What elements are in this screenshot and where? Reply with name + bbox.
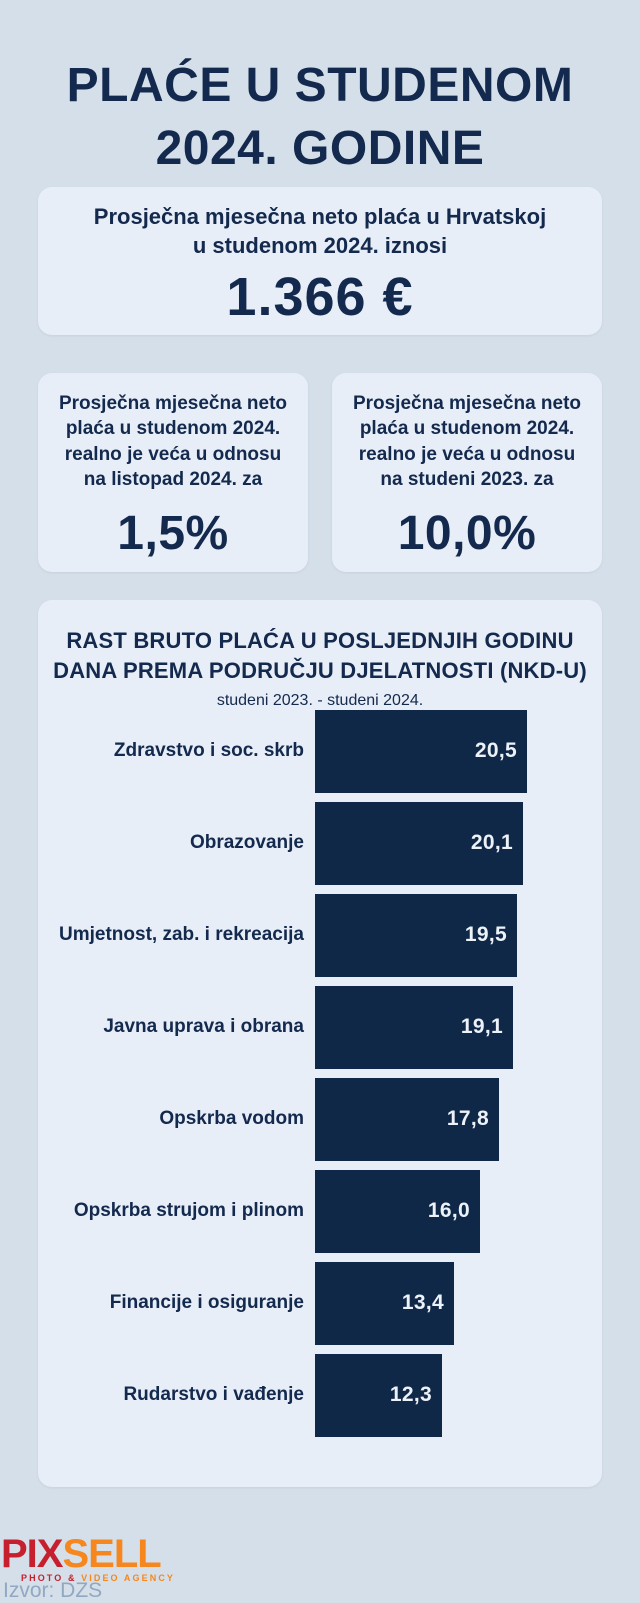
bar-row: Javna uprava i obrana 19,1 — [38, 981, 602, 1073]
pixsell-logo-pix: PIX — [1, 1532, 63, 1576]
stat-card-text-line: na studeni 2023. za — [380, 468, 554, 490]
pixsell-logo-sell: SELL — [62, 1532, 161, 1576]
hero-card-text-line1: Prosječna mjesečna neto plaća u Hrvatsko… — [93, 204, 547, 229]
bar-value-label: 19,5 — [464, 923, 507, 946]
bar-category-label: Financije i osiguranje — [109, 1292, 304, 1313]
stat-card-text-line: Prosječna mjesečna neto — [352, 393, 582, 414]
chart-title-line1: RAST BRUTO PLAĆA U POSLJEDNJIH GODINU — [66, 628, 574, 653]
bar-rect: 16,0 — [315, 1169, 480, 1253]
bar-rect: 19,5 — [315, 893, 517, 977]
chart-subtitle: studeni 2023. - studeni 2024. — [216, 691, 424, 709]
stat-card-text-line: plaća u studenom 2024. — [359, 418, 575, 440]
bar-category-label: Umjetnost, zab. i rekreacija — [59, 924, 304, 945]
stat-card-text: Prosječna mjesečna neto plaća u studenom… — [38, 391, 308, 492]
bar-chart: Zdravstvo i soc. skrb 20,5 Obrazovanje 20,1… — [38, 705, 602, 1441]
bar-value-label: 19,1 — [460, 1015, 503, 1038]
bar-row: Opskrba strujom i plinom 16,0 — [38, 1165, 602, 1257]
hero-card-text: Prosječna mjesečna neto plaća u Hrvatsko… — [38, 202, 602, 260]
bar-value-label: 12,3 — [389, 1383, 432, 1406]
bar-row: Umjetnost, zab. i rekreacija 19,5 — [38, 889, 602, 981]
hero-card: Prosječna mjesečna neto plaća u Hrvatsko… — [38, 187, 602, 335]
bar-category-label: Zdravstvo i soc. skrb — [113, 740, 304, 761]
stat-card-text-line: Prosječna mjesečna neto — [58, 393, 288, 414]
hero-card-value: 1.366 € — [226, 267, 414, 328]
bar-rect: 12,3 — [315, 1353, 442, 1437]
bar-category-label: Rudarstvo i vađenje — [123, 1384, 304, 1405]
stat-card-value: 10,0% — [397, 507, 537, 561]
source-label: Izvor: DZS — [3, 1579, 103, 1602]
bar-row: Zdravstvo i soc. skrb 20,5 — [38, 705, 602, 797]
page-title-line2: 2024. GODINE — [155, 122, 485, 176]
bar-rect: 19,1 — [315, 985, 513, 1069]
bar-value-label: 20,1 — [470, 831, 513, 854]
bar-category-label: Opskrba vodom — [159, 1108, 304, 1129]
chart-card: RAST BRUTO PLAĆA U POSLJEDNJIH GODINU DA… — [38, 600, 602, 1487]
bar-category-label: Obrazovanje — [189, 832, 304, 853]
stat-card-text: Prosječna mjesečna neto plaća u studenom… — [332, 391, 602, 492]
bar-row: Financije i osiguranje 13,4 — [38, 1257, 602, 1349]
chart-title: RAST BRUTO PLAĆA U POSLJEDNJIH GODINU DA… — [38, 626, 602, 687]
bar-rect: 17,8 — [315, 1077, 499, 1161]
stat-card-year-over-year: Prosječna mjesečna neto plaća u studenom… — [332, 373, 602, 572]
bar-rect: 13,4 — [315, 1261, 454, 1345]
page-title-line1: PLAĆE U STUDENOM — [66, 59, 574, 112]
page-title: PLAĆE U STUDENOM 2024. GODINE — [0, 54, 640, 181]
pixsell-tagline-video-agency: VIDEO AGENCY — [76, 1573, 176, 1583]
bar-value-label: 20,5 — [474, 739, 517, 762]
bar-category-label: Javna uprava i obrana — [103, 1016, 304, 1037]
stat-card-text-line: realno je veća u odnosu — [358, 443, 576, 465]
bar-value-label: 13,4 — [401, 1291, 444, 1314]
stat-card-text-line: plaća u studenom 2024. — [65, 418, 281, 440]
bar-row: Obrazovanje 20,1 — [38, 797, 602, 889]
pixsell-tagline-photo: PHOTO & — [21, 1573, 77, 1583]
hero-card-text-line2: u studenom 2024. iznosi — [192, 233, 448, 259]
chart-title-line2: DANA PREMA PODRUČJU DJELATNOSTI (NKD-U) — [53, 658, 587, 684]
stat-card-month-over-month: Prosječna mjesečna neto plaća u studenom… — [38, 373, 308, 572]
bar-rect: 20,5 — [315, 709, 527, 793]
bar-row: Rudarstvo i vađenje 12,3 — [38, 1349, 602, 1441]
pixsell-tagline: PHOTO & VIDEO AGENCY — [21, 1574, 175, 1583]
pixsell-logo: PIXSELL — [1, 1532, 162, 1576]
bar-row: Opskrba vodom 17,8 — [38, 1073, 602, 1165]
bar-rect: 20,1 — [315, 801, 523, 885]
stat-card-value: 1,5% — [117, 507, 229, 561]
stat-card-text-line: na listopad 2024. za — [83, 468, 263, 490]
bar-category-label: Opskrba strujom i plinom — [73, 1200, 304, 1221]
bar-value-label: 17,8 — [446, 1107, 489, 1130]
bar-value-label: 16,0 — [427, 1199, 470, 1222]
stat-card-text-line: realno je veća u odnosu — [64, 443, 282, 465]
